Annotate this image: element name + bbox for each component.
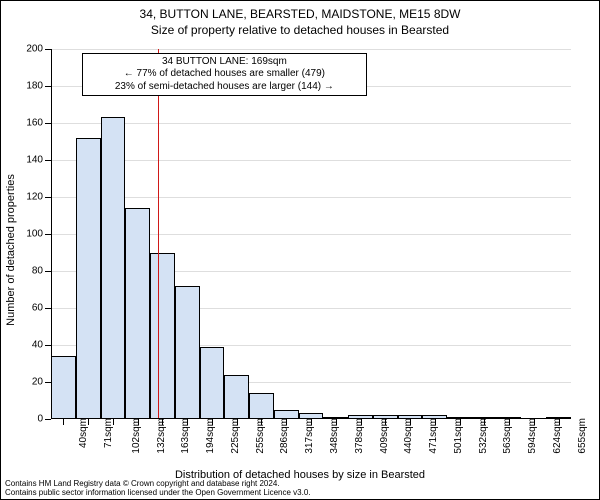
histogram-bar bbox=[224, 375, 249, 419]
y-tick-label: 160 bbox=[26, 118, 43, 129]
gridline bbox=[51, 123, 571, 124]
reference-line bbox=[158, 49, 159, 419]
gridline bbox=[51, 160, 571, 161]
histogram-bar bbox=[51, 356, 76, 419]
footer-line1: Contains HM Land Registry data © Crown c… bbox=[5, 479, 311, 488]
y-tick bbox=[45, 419, 51, 420]
x-tick bbox=[212, 419, 213, 425]
footer-line2: Contains public sector information licen… bbox=[5, 488, 311, 497]
x-tick-label: 440sqm bbox=[403, 418, 414, 454]
x-axis bbox=[51, 418, 571, 419]
x-tick bbox=[162, 419, 163, 425]
y-axis-label: Number of detached properties bbox=[5, 174, 17, 326]
histogram-bar bbox=[150, 253, 175, 420]
chart-container: 34, BUTTON LANE, BEARSTED, MAIDSTONE, ME… bbox=[0, 0, 600, 500]
x-tick bbox=[286, 419, 287, 425]
y-tick-label: 0 bbox=[37, 414, 43, 425]
x-tick-label: 624sqm bbox=[552, 418, 563, 454]
x-tick bbox=[509, 419, 510, 425]
x-tick bbox=[113, 419, 114, 425]
y-tick-label: 80 bbox=[32, 266, 43, 277]
histogram-bar bbox=[101, 117, 126, 419]
plot-area: 02040608010012014016018020040sqm71sqm102… bbox=[51, 49, 571, 419]
y-tick-label: 200 bbox=[26, 44, 43, 55]
x-tick bbox=[559, 419, 560, 425]
histogram-bar bbox=[200, 347, 225, 419]
x-tick-label: 255sqm bbox=[254, 418, 265, 454]
annotation-line3: 23% of semi-detached houses are larger (… bbox=[89, 81, 359, 94]
x-tick-label: 132sqm bbox=[155, 418, 166, 454]
x-tick-label: 317sqm bbox=[304, 418, 315, 454]
x-tick bbox=[361, 419, 362, 425]
y-tick-label: 120 bbox=[26, 192, 43, 203]
x-tick-label: 286sqm bbox=[279, 418, 290, 454]
x-tick-label: 348sqm bbox=[329, 418, 340, 454]
y-tick-label: 140 bbox=[26, 155, 43, 166]
x-tick bbox=[385, 419, 386, 425]
histogram-bar bbox=[76, 138, 101, 419]
histogram-bar bbox=[249, 393, 274, 419]
x-tick-label: 532sqm bbox=[477, 418, 488, 454]
x-tick bbox=[484, 419, 485, 425]
y-tick-label: 180 bbox=[26, 81, 43, 92]
annotation-line1: 34 BUTTON LANE: 169sqm bbox=[89, 56, 359, 69]
x-tick-label: 163sqm bbox=[180, 418, 191, 454]
x-tick bbox=[336, 419, 337, 425]
x-tick bbox=[435, 419, 436, 425]
y-tick-label: 100 bbox=[26, 229, 43, 240]
attribution-footer: Contains HM Land Registry data © Crown c… bbox=[5, 479, 311, 497]
annotation-box: 34 BUTTON LANE: 169sqm← 77% of detached … bbox=[82, 53, 366, 97]
x-tick bbox=[311, 419, 312, 425]
x-tick-label: 225sqm bbox=[230, 418, 241, 454]
chart-title-address: 34, BUTTON LANE, BEARSTED, MAIDSTONE, ME… bbox=[1, 7, 599, 21]
histogram-bar bbox=[175, 286, 200, 419]
y-tick-label: 40 bbox=[32, 340, 43, 351]
x-tick bbox=[534, 419, 535, 425]
x-tick-label: 563sqm bbox=[502, 418, 513, 454]
chart-title-block: 34, BUTTON LANE, BEARSTED, MAIDSTONE, ME… bbox=[1, 7, 599, 37]
x-tick-label: 501sqm bbox=[453, 418, 464, 454]
histogram-bar bbox=[125, 208, 150, 419]
x-tick bbox=[187, 419, 188, 425]
x-tick-label: 471sqm bbox=[428, 418, 439, 454]
x-tick bbox=[261, 419, 262, 425]
x-tick bbox=[138, 419, 139, 425]
x-tick bbox=[237, 419, 238, 425]
y-tick-label: 60 bbox=[32, 303, 43, 314]
x-tick-label: 378sqm bbox=[354, 418, 365, 454]
x-tick-label: 194sqm bbox=[205, 418, 216, 454]
x-tick-label: 102sqm bbox=[131, 418, 142, 454]
x-tick-label: 594sqm bbox=[527, 418, 538, 454]
gridline bbox=[51, 197, 571, 198]
x-tick bbox=[88, 419, 89, 425]
x-tick-label: 655sqm bbox=[576, 418, 587, 454]
y-tick-label: 20 bbox=[32, 377, 43, 388]
gridline bbox=[51, 49, 571, 50]
x-tick bbox=[460, 419, 461, 425]
chart-subtitle: Size of property relative to detached ho… bbox=[1, 23, 599, 37]
y-axis bbox=[51, 49, 52, 419]
x-tick bbox=[410, 419, 411, 425]
x-tick-label: 409sqm bbox=[378, 418, 389, 454]
x-tick bbox=[63, 419, 64, 425]
annotation-line2: ← 77% of detached houses are smaller (47… bbox=[89, 68, 359, 81]
